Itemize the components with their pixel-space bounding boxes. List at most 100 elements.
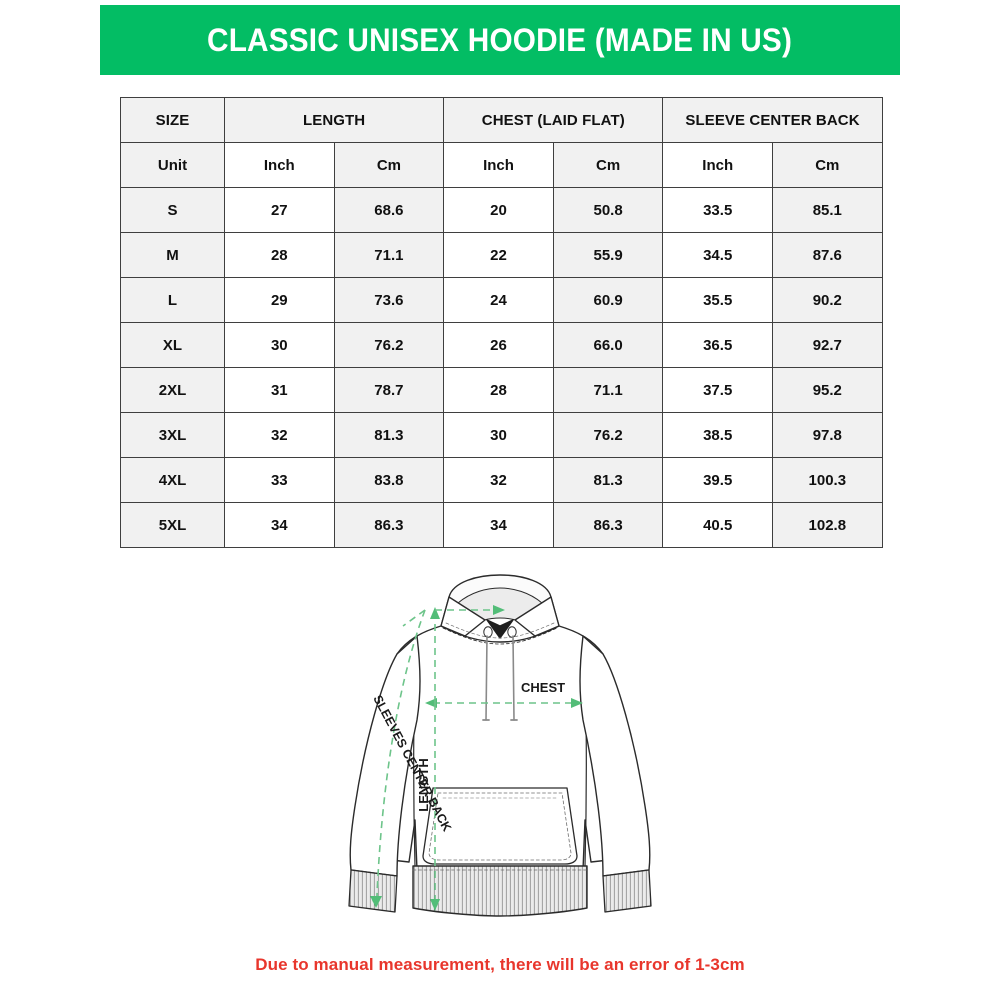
cell-sleeve-in: 36.5: [662, 322, 773, 368]
table-row: 5XL 34 86.3 34 86.3 40.5 102.8: [120, 502, 883, 548]
cell-chest-cm: 60.9: [552, 277, 664, 323]
eyelet-right: [507, 626, 517, 638]
cell-sleeve-in: 40.5: [662, 502, 773, 548]
unit-label: Unit: [120, 142, 225, 188]
table-row: S 27 68.6 20 50.8 33.5 85.1: [120, 187, 883, 233]
drawstring-right: [512, 635, 515, 721]
neck-v: [486, 619, 514, 639]
cell-length-cm: 76.2: [333, 322, 445, 368]
chest-label: CHEST: [521, 680, 565, 695]
table-row: 2XL 31 78.7 28 71.1 37.5 95.2: [120, 367, 883, 413]
cell-size: 5XL: [120, 502, 225, 548]
cell-size: M: [120, 232, 225, 278]
cell-length-cm: 78.7: [333, 367, 445, 413]
unit-chest-inch: Inch: [443, 142, 554, 188]
eyelet-left: [483, 626, 493, 638]
chest-arrow-right: [571, 698, 583, 708]
cell-length-cm: 73.6: [333, 277, 445, 323]
cell-chest-in: 32: [443, 457, 554, 503]
cell-size: L: [120, 277, 225, 323]
unit-length-inch: Inch: [224, 142, 335, 188]
hood-seam-stitch: [442, 627, 558, 645]
cell-sleeve-cm: 87.6: [772, 232, 883, 278]
cell-chest-in: 26: [443, 322, 554, 368]
table-row: XL 30 76.2 26 66.0 36.5 92.7: [120, 322, 883, 368]
table-row: M 28 71.1 22 55.9 34.5 87.6: [120, 232, 883, 278]
cell-size: 3XL: [120, 412, 225, 458]
length-arrow-bottom: [430, 899, 440, 911]
cell-sleeve-in: 37.5: [662, 367, 773, 413]
cell-length-in: 27: [224, 187, 335, 233]
cell-sleeve-cm: 85.1: [772, 187, 883, 233]
cell-chest-cm: 71.1: [552, 367, 664, 413]
cell-chest-cm: 55.9: [552, 232, 664, 278]
cell-length-cm: 81.3: [333, 412, 445, 458]
cell-sleeve-in: 38.5: [662, 412, 773, 458]
cell-size: 2XL: [120, 367, 225, 413]
title-banner: CLASSIC UNISEX HOODIE (MADE IN US): [100, 5, 900, 75]
table-body: S 27 68.6 20 50.8 33.5 85.1 M 28 71.1 22 55.9 34.5 87…: [120, 187, 883, 548]
cell-length-cm: 83.8: [333, 457, 445, 503]
measurement-guides: [370, 605, 583, 911]
chest-arrow-left: [425, 698, 437, 708]
cell-length-in: 29: [224, 277, 335, 323]
cell-sleeve-cm: 97.8: [772, 412, 883, 458]
size-chart-table: SIZE LENGTH CHEST (LAID FLAT) SLEEVE CEN…: [120, 97, 883, 548]
unit-chest-cm: Cm: [552, 142, 664, 188]
cell-chest-in: 24: [443, 277, 554, 323]
right-cuff: [602, 869, 652, 913]
cell-sleeve-cm: 100.3: [772, 457, 883, 503]
table-row: L 29 73.6 24 60.9 35.5 90.2: [120, 277, 883, 323]
table-unit-row: Unit Inch Cm Inch Cm Inch Cm: [120, 142, 883, 188]
cell-length-in: 33: [224, 457, 335, 503]
hoodie-diagram: CHEST LENGTH SLEEVES CENTER BACK: [325, 570, 675, 930]
hood-top-arrow: [493, 605, 505, 615]
unit-sleeve-inch: Inch: [662, 142, 773, 188]
unit-sleeve-cm: Cm: [772, 142, 883, 188]
cell-sleeve-cm: 102.8: [772, 502, 883, 548]
cell-size: 4XL: [120, 457, 225, 503]
cell-chest-cm: 86.3: [552, 502, 664, 548]
cell-length-cm: 86.3: [333, 502, 445, 548]
table-group-header-row: SIZE LENGTH CHEST (LAID FLAT) SLEEVE CEN…: [120, 97, 883, 143]
left-cuff: [348, 869, 398, 913]
kangaroo-pocket: [422, 787, 578, 865]
cell-size: S: [120, 187, 225, 233]
cell-chest-in: 30: [443, 412, 554, 458]
cell-sleeve-cm: 90.2: [772, 277, 883, 323]
hoodie-outline: [348, 574, 652, 917]
header-length: LENGTH: [223, 97, 445, 143]
cell-length-in: 32: [224, 412, 335, 458]
cell-sleeve-in: 39.5: [662, 457, 773, 503]
cell-length-cm: 68.6: [333, 187, 445, 233]
cell-length-in: 30: [224, 322, 335, 368]
shoulder-arrow-top: [430, 607, 440, 619]
cell-length-cm: 71.1: [333, 232, 445, 278]
cell-size: XL: [120, 322, 225, 368]
unit-length-cm: Cm: [333, 142, 445, 188]
cell-sleeve-cm: 95.2: [772, 367, 883, 413]
drawstring-left: [485, 635, 488, 721]
cell-chest-cm: 50.8: [552, 187, 664, 233]
cell-chest-in: 22: [443, 232, 554, 278]
cell-sleeve-in: 33.5: [662, 187, 773, 233]
cell-chest-in: 28: [443, 367, 554, 413]
cell-chest-in: 20: [443, 187, 554, 233]
length-label: LENGTH: [416, 758, 431, 811]
table-row: 3XL 32 81.3 30 76.2 38.5 97.8: [120, 412, 883, 458]
header-sleeve: SLEEVE CENTER BACK: [662, 97, 883, 143]
table-row: 4XL 33 83.8 32 81.3 39.5 100.3: [120, 457, 883, 503]
page-title: CLASSIC UNISEX HOODIE (MADE IN US): [207, 21, 793, 58]
pocket-stitch: [428, 792, 572, 861]
cell-chest-in: 34: [443, 502, 554, 548]
cell-length-in: 31: [224, 367, 335, 413]
cell-length-in: 28: [224, 232, 335, 278]
cell-chest-cm: 66.0: [552, 322, 664, 368]
cell-sleeve-in: 34.5: [662, 232, 773, 278]
cell-length-in: 34: [224, 502, 335, 548]
sleeve-arrow-bottom: [370, 896, 382, 908]
cell-chest-cm: 81.3: [552, 457, 664, 503]
header-size: SIZE: [120, 97, 225, 143]
header-chest: CHEST (LAID FLAT): [443, 97, 664, 143]
